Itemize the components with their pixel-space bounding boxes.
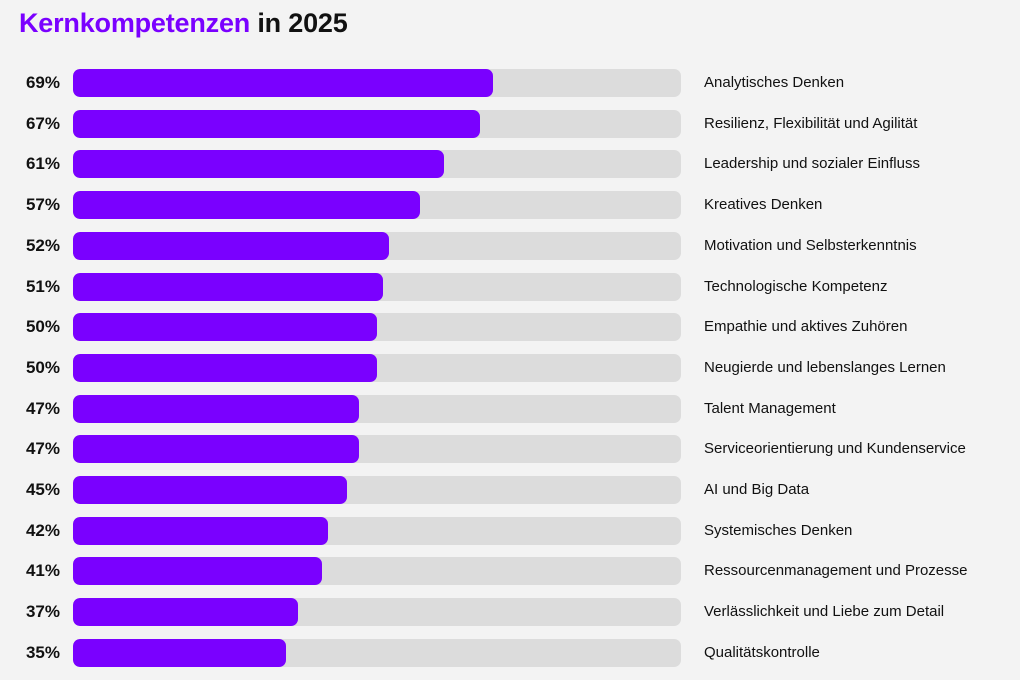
bar-track bbox=[73, 638, 681, 667]
bar-value-label: 67% bbox=[25, 113, 60, 133]
bar-value-label: 45% bbox=[25, 480, 60, 499]
bar-row: 47% Serviceorientierung und Kundenservice bbox=[0, 435, 1020, 464]
bar-value-label: 41% bbox=[25, 561, 60, 581]
bar-row: 37% Verlässlichkeit und Liebe zum Detail bbox=[0, 598, 1020, 627]
bar bbox=[73, 231, 390, 260]
category-label: Kreatives Denken bbox=[704, 196, 823, 214]
bar-row: 35% Qualitätskontrolle bbox=[0, 638, 1020, 667]
bar-value-label: 47% bbox=[25, 439, 60, 459]
chart-title-accent: Kernkompetenzen bbox=[19, 8, 251, 38]
chart-title-rest: in 2025 bbox=[250, 8, 348, 38]
bar bbox=[73, 109, 481, 138]
bar-track bbox=[73, 557, 681, 586]
category-label: Analytisches Denken bbox=[704, 74, 845, 91]
bar bbox=[73, 191, 420, 220]
bar bbox=[73, 598, 298, 627]
bar-value-label: 61% bbox=[25, 154, 60, 174]
category-label: Empathie und aktives Zuhören bbox=[704, 318, 908, 336]
bar-track bbox=[73, 394, 681, 423]
bar bbox=[73, 150, 444, 179]
bar-track bbox=[73, 231, 681, 260]
bar bbox=[73, 272, 384, 301]
category-label: Resilienz, Flexibilität und Agilität bbox=[704, 114, 918, 132]
bar-track bbox=[73, 353, 681, 382]
category-label: Ressourcenmanagement und Prozesse bbox=[704, 562, 968, 580]
bar-value-label: 37% bbox=[25, 602, 60, 622]
bar bbox=[73, 353, 377, 382]
bar-track bbox=[73, 313, 681, 342]
category-label: Qualitätskontrolle bbox=[704, 643, 820, 661]
bar-row: 50% Neugierde und lebenslanges Lernen bbox=[0, 353, 1020, 382]
bar bbox=[73, 638, 286, 667]
bar-value-label: 35% bbox=[25, 642, 60, 662]
bar bbox=[73, 394, 359, 423]
bar-track bbox=[73, 109, 681, 138]
bar bbox=[73, 557, 323, 586]
category-label: Systemisches Denken bbox=[704, 521, 853, 539]
bar-track bbox=[73, 516, 681, 545]
bar-row: 41% Ressourcenmanagement und Prozesse bbox=[0, 557, 1020, 586]
bar-track bbox=[73, 272, 681, 301]
category-label: Serviceorientierung und Kundenservice bbox=[704, 440, 966, 458]
bar-track bbox=[73, 191, 681, 220]
bar-row: 42% Systemisches Denken bbox=[0, 516, 1020, 545]
category-label: Verlässlichkeit und Liebe zum Detail bbox=[704, 603, 945, 621]
chart-title: Kernkompetenzen in 2025 bbox=[19, 8, 348, 39]
bar-value-label: 52% bbox=[25, 235, 60, 255]
category-label: Technologische Kompetenz bbox=[704, 277, 888, 295]
category-label: Neugierde und lebenslanges Lernen bbox=[704, 358, 946, 376]
bar-value-label: 50% bbox=[25, 357, 60, 377]
bar-row: 47% Talent Management bbox=[0, 394, 1020, 423]
category-label: Motivation und Selbsterkenntnis bbox=[704, 236, 917, 254]
category-label: Leadership und sozialer Einfluss bbox=[704, 155, 920, 173]
bar-row: 57% Kreatives Denken bbox=[0, 191, 1020, 220]
category-label: AI und Big Data bbox=[704, 481, 810, 498]
bar-track bbox=[73, 476, 681, 504]
bar-row: 61% Leadership und sozialer Einfluss bbox=[0, 150, 1020, 179]
bar-track bbox=[73, 69, 681, 97]
bar-value-label: 57% bbox=[25, 195, 60, 215]
bar-row: 50% Empathie und aktives Zuhören bbox=[0, 313, 1020, 342]
bar-value-label: 47% bbox=[25, 398, 60, 418]
bar-row: 52% Motivation und Selbsterkenntnis bbox=[0, 231, 1020, 260]
bar-value-label: 69% bbox=[25, 73, 60, 92]
bar bbox=[73, 435, 359, 464]
bar-value-label: 51% bbox=[25, 276, 60, 296]
bar-value-label: 50% bbox=[25, 317, 60, 337]
bar-track bbox=[73, 598, 681, 627]
bar-row: 51% Technologische Kompetenz bbox=[0, 272, 1020, 301]
bar bbox=[73, 476, 347, 504]
bar bbox=[73, 313, 377, 342]
bar-track bbox=[73, 150, 681, 179]
bar-value-label: 42% bbox=[25, 520, 60, 540]
bar-row: 67% Resilienz, Flexibilität und Agilität bbox=[0, 109, 1020, 138]
bar-row: 69% Analytisches Denken bbox=[0, 69, 1020, 97]
bar-row: 45% AI und Big Data bbox=[0, 476, 1020, 504]
bar bbox=[73, 516, 329, 545]
bar-track bbox=[73, 435, 681, 464]
category-label: Talent Management bbox=[704, 399, 836, 417]
bar bbox=[73, 69, 493, 97]
